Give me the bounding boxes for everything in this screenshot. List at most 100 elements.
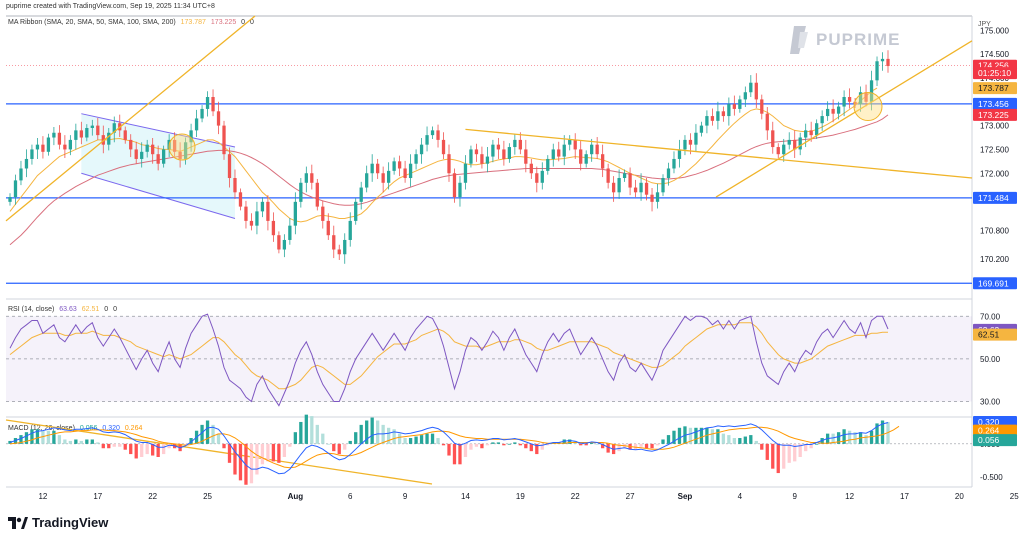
candle-body	[705, 116, 709, 126]
puprime-watermark: PUPRIME	[786, 24, 900, 56]
macd-histogram-bar	[518, 443, 522, 446]
candle-body	[359, 187, 363, 202]
rsi-legend[interactable]: RSI (14, close) 63.63 62.51 0 0	[8, 306, 120, 313]
ma-ribbon-legend[interactable]: MA Ribbon (SMA, 20, SMA, 50, SMA, 100, S…	[8, 19, 257, 26]
macd-histogram-bar	[107, 443, 111, 449]
candle-body	[694, 132, 698, 145]
candle-body	[68, 139, 73, 150]
candle-body	[46, 137, 51, 152]
price-axis-label-box	[973, 97, 1017, 110]
candle-body	[529, 163, 533, 174]
candle-body	[716, 111, 720, 121]
candle-body	[524, 149, 528, 164]
macd-histogram-bar	[52, 430, 56, 444]
tradingview-brand[interactable]: TradingView	[8, 515, 108, 530]
macd-histogram-bar	[590, 442, 594, 444]
macd-histogram-bar	[63, 439, 67, 444]
rsi-line	[9, 313, 889, 407]
macd-histogram-bar	[546, 443, 550, 446]
macd-histogram-bar	[502, 443, 506, 446]
sma-20-line	[9, 87, 878, 223]
macd-histogram-bar	[299, 421, 303, 444]
macd-histogram-bar	[151, 443, 155, 456]
candle-body	[743, 92, 747, 100]
macd-histogram-bar	[255, 443, 259, 475]
candle-body	[249, 220, 254, 226]
macd-histogram-bar	[238, 443, 243, 481]
price-axis-label: 174.256	[978, 61, 1009, 71]
trendline-descending	[465, 128, 973, 179]
macd-histogram-bar	[85, 439, 89, 444]
macd-histogram-bar	[249, 443, 254, 484]
macd-histogram-bar	[90, 439, 94, 444]
candle-body	[414, 154, 418, 164]
candle-body	[397, 161, 402, 169]
candle-body	[129, 139, 133, 150]
macd-histogram-bar	[441, 443, 446, 446]
macd-histogram-bar	[672, 430, 676, 444]
candle-body	[370, 163, 374, 174]
candle-body	[815, 123, 819, 136]
candle-body	[869, 80, 874, 102]
price-axis-label: 173.787	[978, 83, 1009, 93]
candle-body	[595, 144, 599, 155]
macd-name: MACD (12, 26, close)	[8, 425, 75, 432]
price-axis-label: 173.456	[978, 99, 1009, 109]
channel-upper-line	[81, 113, 236, 148]
macd-histogram-bar	[365, 420, 369, 444]
macd-histogram-bar	[760, 443, 764, 450]
macd-histogram-bar	[677, 427, 682, 444]
macd-histogram-bar	[68, 440, 73, 444]
candle-body	[847, 97, 852, 102]
macd-value-2: 0.320	[102, 425, 120, 432]
price-axis-label-box	[973, 82, 1017, 95]
rsi-axis-label: 62.51	[978, 330, 1000, 340]
candle-body	[277, 235, 281, 250]
time-tick-label: 27	[626, 492, 635, 501]
price-tick-label: 172.000	[980, 169, 1009, 178]
macd-histogram-bar	[688, 427, 693, 444]
price-chart[interactable]: JPY175.000174.500174.000173.500173.00017…	[0, 0, 1024, 510]
candle-body	[491, 144, 495, 157]
time-tick-label: 17	[93, 492, 102, 501]
time-tick-label: 12	[38, 492, 47, 501]
macd-histogram-bar	[738, 438, 742, 444]
macd-histogram-bar	[705, 427, 709, 444]
rsi-tick-label: 70.00	[980, 312, 1001, 321]
time-tick-label: 22	[148, 492, 157, 501]
candle-body	[606, 168, 610, 183]
macd-histogram-bar	[123, 443, 127, 450]
candle-body	[688, 139, 693, 145]
candle-body	[321, 206, 325, 221]
macd-histogram-bar	[376, 420, 380, 444]
macd-histogram-bar	[469, 443, 473, 450]
macd-histogram-bar	[650, 443, 654, 449]
candle-body	[644, 182, 649, 195]
macd-histogram-bar	[809, 443, 813, 449]
macd-histogram-bar	[140, 443, 144, 457]
macd-histogram-bar	[447, 443, 451, 456]
time-tick-label: 25	[1010, 492, 1019, 501]
candle-body	[496, 144, 501, 150]
candle-body	[74, 130, 78, 140]
candle-body	[436, 130, 440, 140]
candle-body	[562, 144, 566, 157]
candle-body	[85, 127, 89, 138]
candle-body	[293, 201, 297, 226]
macd-histogram-bar	[189, 438, 193, 444]
macd-histogram-bar	[41, 430, 45, 444]
candle-body	[365, 173, 369, 188]
macd-histogram-bar	[853, 432, 857, 444]
macd-histogram-bar	[397, 433, 402, 444]
price-tick-label: 175.000	[980, 26, 1009, 35]
macd-histogram-bar	[831, 433, 835, 444]
macd-histogram-bar	[579, 443, 583, 446]
rsi-ma-line	[9, 322, 888, 390]
time-tick-label: 17	[900, 492, 909, 501]
candle-body	[381, 173, 385, 183]
macd-histogram-bar	[288, 443, 292, 447]
macd-tick-label: -0.500	[980, 473, 1003, 482]
candle-body	[535, 173, 539, 183]
macd-axis-label-box	[973, 424, 1017, 437]
candle-body	[518, 139, 522, 150]
